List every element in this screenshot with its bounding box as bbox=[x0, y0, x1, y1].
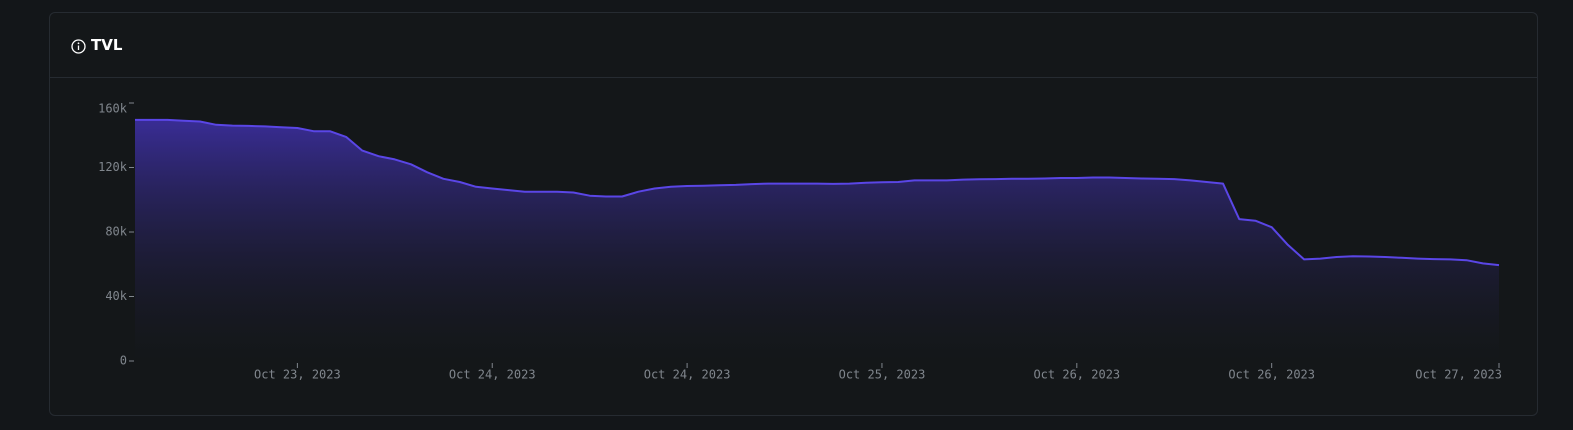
card-header: TVL bbox=[50, 13, 1537, 78]
y-tick-label: 160k bbox=[98, 102, 128, 116]
y-tick-label: 120k bbox=[98, 160, 128, 174]
y-tick-label: 40k bbox=[105, 289, 127, 303]
x-tick-label: Oct 26, 2023 bbox=[1228, 368, 1315, 382]
x-tick-label: Oct 25, 2023 bbox=[839, 368, 926, 382]
x-tick-label: Oct 27, 2023 bbox=[1415, 368, 1502, 382]
line bbox=[135, 118, 1500, 267]
info-icon[interactable] bbox=[71, 39, 86, 54]
x-tick-label: Oct 24, 2023 bbox=[644, 368, 731, 382]
x-tick-label: Oct 26, 2023 bbox=[1033, 368, 1120, 382]
x-tick-label: Oct 24, 2023 bbox=[449, 368, 536, 382]
x-tick-label: Oct 23, 2023 bbox=[254, 368, 341, 382]
area bbox=[135, 119, 1499, 362]
card-title: TVL bbox=[91, 36, 123, 54]
y-tick-label: 80k bbox=[105, 225, 127, 239]
y-tick-label: 0 bbox=[120, 354, 127, 368]
